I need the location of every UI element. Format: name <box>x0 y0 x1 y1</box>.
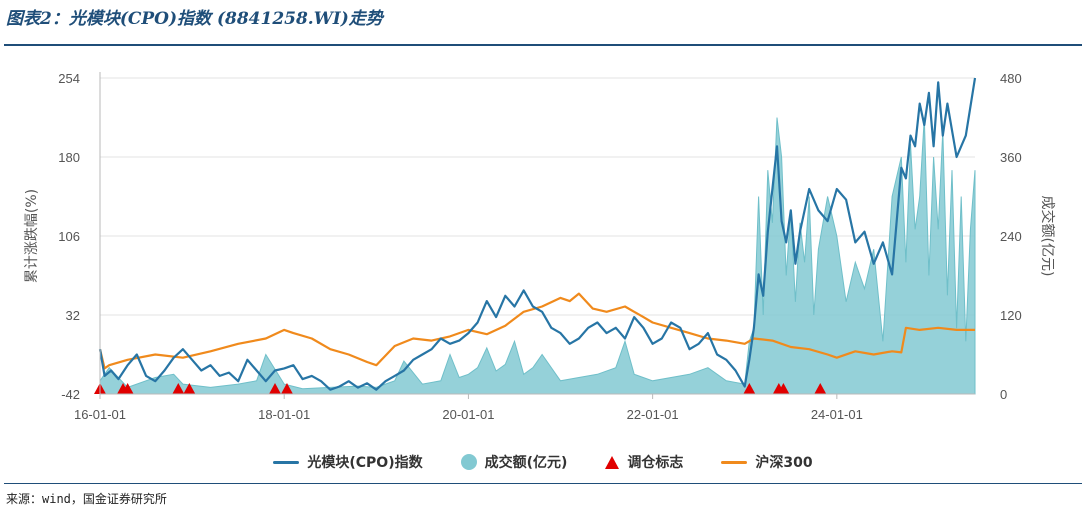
index-line-layer <box>98 77 977 391</box>
chart-legend: 光模块(CPO)指数 成交额(亿元) 调仓标志 沪深300 <box>0 452 1086 472</box>
rebalance-marker <box>814 383 827 394</box>
right-axis-tick: 120 <box>1000 308 1022 323</box>
legend-label: 光模块(CPO)指数 <box>307 455 423 471</box>
title-divider <box>4 44 1082 46</box>
left-axis-tick: 254 <box>58 71 80 86</box>
legend-item-index[interactable]: 光模块(CPO)指数 <box>273 452 423 472</box>
volume-area-layer <box>99 117 976 395</box>
chart-title: 图表2：光模块(CPO)指数 (8841258.WI)走势 <box>6 9 383 29</box>
x-axis-tick: 24-01-01 <box>811 407 863 422</box>
index-line <box>98 77 977 391</box>
left-axis-tick: -42 <box>61 387 80 402</box>
footer-divider <box>4 483 1082 484</box>
legend-item-volume[interactable]: 成交额(亿元) <box>460 452 568 472</box>
rebalance-marker <box>172 383 185 394</box>
right-axis-tick: 480 <box>1000 71 1022 86</box>
rebalance-marker <box>743 383 756 394</box>
volume-area <box>99 117 976 395</box>
x-axis-tick: 16-01-01 <box>74 407 126 422</box>
left-axis-tick: 180 <box>58 150 80 165</box>
source-note: 来源：wind，国金证券研究所 <box>6 492 167 506</box>
legend-item-hs300[interactable]: 沪深300 <box>721 452 813 472</box>
rebalance-marker <box>183 383 196 394</box>
left-axis-title: 累计涨跌幅(%) <box>24 189 40 283</box>
hs300-line <box>98 292 975 370</box>
chart-canvas: 254 480 180 360 106 240 32 120 -42 0 16-01-01 18-01… <box>24 71 1056 422</box>
legend-label: 调仓标志 <box>627 455 684 471</box>
legend-label: 成交额(亿元) <box>484 455 568 471</box>
hs300-line-layer <box>98 292 975 370</box>
rebalance-marker <box>280 383 293 394</box>
left-axis-tick: 32 <box>66 308 80 323</box>
right-axis-title: 成交额(亿元) <box>1039 196 1056 277</box>
left-axis-tick: 106 <box>58 229 80 244</box>
legend-triangle-icon <box>605 455 620 469</box>
legend-dot-icon <box>460 454 477 470</box>
right-axis-tick: 360 <box>1000 150 1022 165</box>
rebalance-marker <box>269 383 281 394</box>
rebalance-marker <box>121 383 134 394</box>
legend-label: 沪深300 <box>755 455 813 471</box>
rebalance-marker <box>777 383 790 394</box>
right-axis-tick: 240 <box>1000 229 1022 244</box>
right-axis-tick: 0 <box>1000 387 1007 402</box>
legend-line-icon <box>273 460 300 464</box>
x-axis-tick: 22-01-01 <box>627 407 679 422</box>
marker-layer <box>94 383 827 394</box>
axes-layer: 254 480 180 360 106 240 32 120 -42 0 16-01-01 18-01… <box>24 71 1056 422</box>
legend-line-icon <box>721 460 748 464</box>
x-axis-tick: 18-01-01 <box>258 407 310 422</box>
x-axis-tick: 20-01-01 <box>442 407 494 422</box>
legend-item-marker[interactable]: 调仓标志 <box>605 452 683 472</box>
